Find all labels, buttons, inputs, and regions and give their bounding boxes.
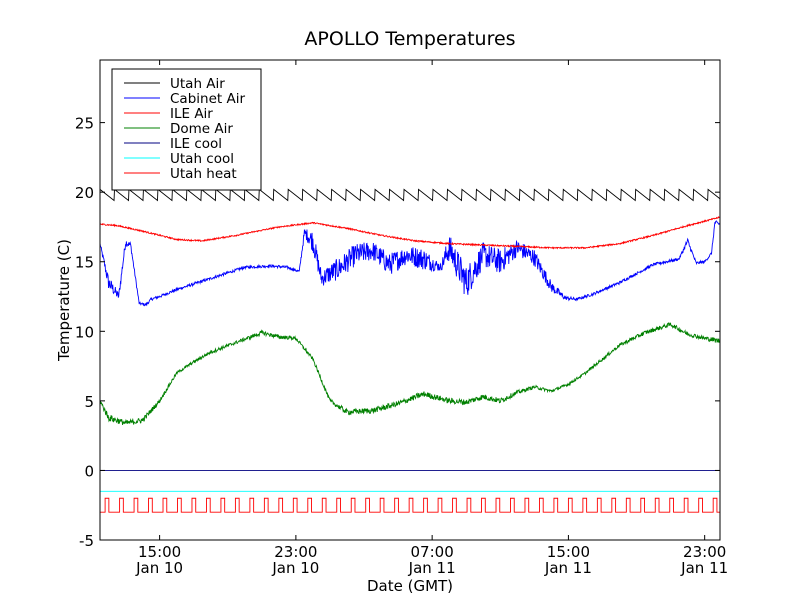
legend-label: ILE Air	[170, 106, 213, 122]
y-tick-label: 20	[75, 184, 94, 202]
series-line-ile-air	[100, 216, 720, 250]
x-tick-label-time: 07:00	[411, 543, 454, 561]
legend-label: Dome Air	[170, 121, 233, 137]
legend-label: Cabinet Air	[170, 91, 245, 107]
legend-label: ILE cool	[170, 136, 222, 152]
y-axis-label: Temperature (C)	[55, 239, 73, 362]
series-line-cabinet-air	[100, 220, 720, 307]
legend-label: Utah Air	[170, 76, 225, 92]
x-tick-label-time: 23:00	[683, 543, 726, 561]
y-tick-label: 5	[84, 393, 94, 411]
y-tick-label: 10	[75, 323, 94, 341]
x-tick-label-date: Jan 11	[544, 559, 592, 577]
y-tick-label: 25	[75, 115, 94, 133]
x-tick-label-time: 15:00	[547, 543, 590, 561]
series-line-dome-air	[100, 322, 720, 426]
x-tick-label-date: Jan 10	[271, 559, 319, 577]
y-tick-label: -5	[79, 532, 94, 550]
series-line-utah-heat	[100, 497, 720, 513]
legend-box	[111, 68, 262, 191]
y-tick-label: 0	[84, 462, 94, 480]
x-tick-label-date: Jan 10	[135, 559, 183, 577]
y-tick-label: 15	[75, 254, 94, 272]
x-tick-label-time: 23:00	[274, 543, 317, 561]
series-line-utah-air	[100, 188, 720, 202]
legend-label: Utah cool	[170, 151, 234, 167]
x-tick-label-date: Jan 11	[680, 559, 728, 577]
x-tick-label-date: Jan 11	[408, 559, 456, 577]
plot-frame	[99, 59, 721, 541]
x-tick-label-time: 15:00	[138, 543, 181, 561]
chart-title: APOLLO Temperatures	[304, 28, 515, 50]
legend-label: Utah heat	[170, 166, 237, 182]
x-axis-label: Date (GMT)	[367, 577, 453, 595]
